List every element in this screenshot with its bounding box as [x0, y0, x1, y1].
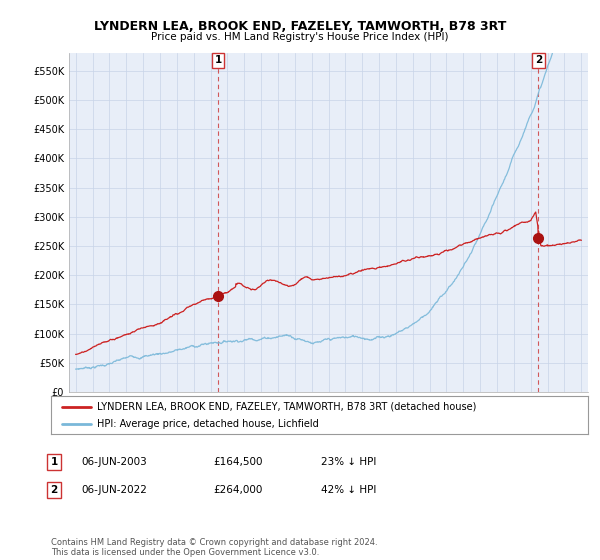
Text: Price paid vs. HM Land Registry's House Price Index (HPI): Price paid vs. HM Land Registry's House … [151, 32, 449, 43]
Text: 1: 1 [215, 55, 222, 65]
Text: 2: 2 [50, 485, 58, 495]
Text: LYNDERN LEA, BROOK END, FAZELEY, TAMWORTH, B78 3RT: LYNDERN LEA, BROOK END, FAZELEY, TAMWORT… [94, 20, 506, 32]
Text: Contains HM Land Registry data © Crown copyright and database right 2024.
This d: Contains HM Land Registry data © Crown c… [51, 538, 377, 557]
Text: 2: 2 [535, 55, 542, 65]
Text: 06-JUN-2022: 06-JUN-2022 [81, 485, 147, 495]
Text: £264,000: £264,000 [213, 485, 262, 495]
Text: HPI: Average price, detached house, Lichfield: HPI: Average price, detached house, Lich… [97, 419, 319, 429]
Text: 1: 1 [50, 457, 58, 467]
Text: 23% ↓ HPI: 23% ↓ HPI [321, 457, 376, 467]
Text: LYNDERN LEA, BROOK END, FAZELEY, TAMWORTH, B78 3RT (detached house): LYNDERN LEA, BROOK END, FAZELEY, TAMWORT… [97, 402, 476, 412]
Text: £164,500: £164,500 [213, 457, 263, 467]
Text: 06-JUN-2003: 06-JUN-2003 [81, 457, 147, 467]
Text: 42% ↓ HPI: 42% ↓ HPI [321, 485, 376, 495]
